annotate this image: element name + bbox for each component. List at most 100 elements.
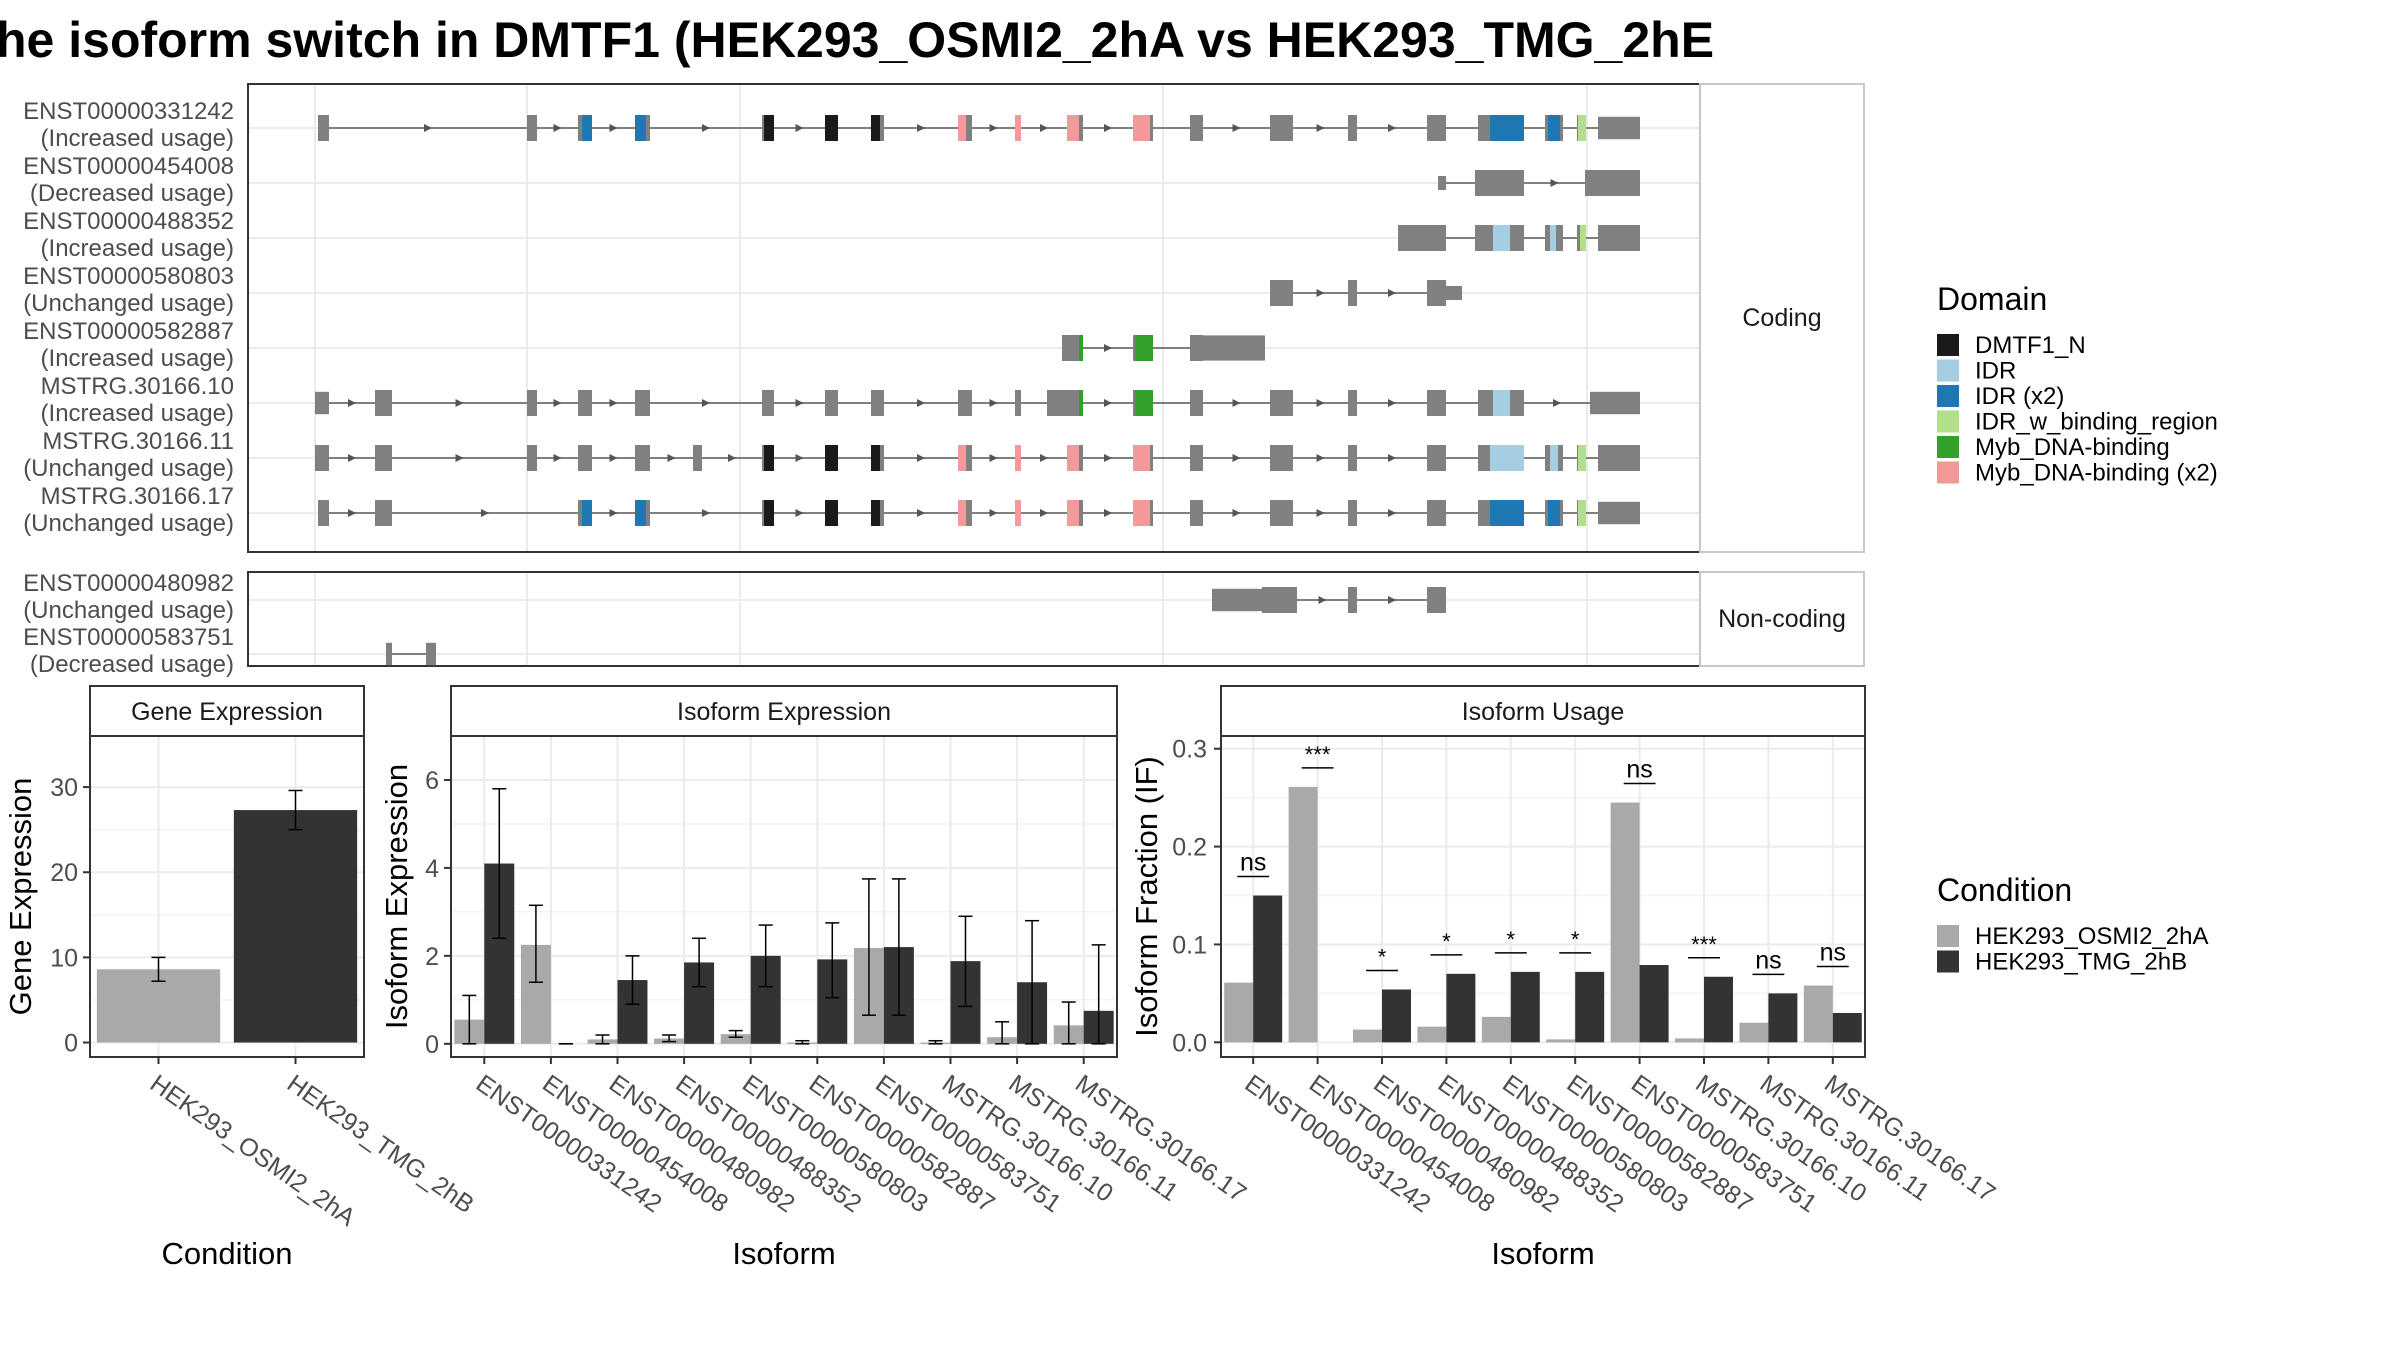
exon bbox=[1598, 225, 1640, 251]
y-tick-label: 0 bbox=[64, 1030, 78, 1058]
intron-arrow bbox=[917, 399, 925, 407]
exon bbox=[1598, 116, 1640, 140]
exon bbox=[871, 115, 880, 141]
intron-arrow bbox=[1104, 454, 1112, 462]
y-axis-title: Gene Expression bbox=[3, 778, 38, 1016]
exon bbox=[1578, 500, 1586, 526]
transcript-structure-panel: CodingNon-codingENST00000331242(Increase… bbox=[23, 83, 1865, 678]
exon bbox=[1062, 335, 1083, 361]
intron-arrow bbox=[553, 124, 562, 132]
intron-arrow bbox=[1232, 509, 1241, 517]
exon bbox=[1580, 225, 1586, 251]
exon bbox=[582, 500, 592, 526]
exon bbox=[825, 115, 838, 141]
transcript-usage: (Unchanged usage) bbox=[23, 510, 234, 537]
exon bbox=[1190, 335, 1203, 361]
legend-swatch bbox=[1937, 359, 1959, 382]
exon bbox=[1212, 588, 1262, 612]
exon bbox=[1348, 500, 1357, 526]
exon bbox=[958, 115, 966, 141]
noncoding-strip bbox=[1699, 571, 1865, 667]
bar bbox=[1704, 976, 1733, 1043]
exon bbox=[426, 642, 436, 666]
chart-title: Isoform Usage bbox=[1462, 698, 1625, 726]
chart-strip bbox=[89, 685, 365, 737]
exon bbox=[1548, 115, 1560, 141]
transcript-id: ENST00000454008 bbox=[23, 153, 234, 180]
bar bbox=[1675, 1038, 1704, 1043]
exon bbox=[825, 445, 838, 471]
legend-swatch bbox=[1937, 950, 1959, 973]
intron-arrow bbox=[609, 509, 618, 517]
intron-arrow bbox=[1553, 399, 1561, 407]
chart-panel-2: Isoform Expression0246ENST00000331242ENS… bbox=[379, 685, 1251, 1271]
significance-label: * bbox=[1442, 929, 1451, 954]
y-axis-title: Isoform Fraction (IF) bbox=[1129, 756, 1164, 1037]
exon bbox=[825, 500, 838, 526]
plot-area bbox=[451, 736, 1117, 1057]
exon bbox=[1190, 500, 1203, 526]
plot-area bbox=[1221, 736, 1865, 1057]
exon bbox=[1067, 445, 1079, 471]
exon bbox=[1500, 500, 1524, 526]
intron-arrow bbox=[989, 399, 998, 407]
intron-arrow bbox=[1388, 399, 1396, 407]
y-tick-label: 2 bbox=[425, 943, 439, 971]
legend-label: Myb_DNA-binding bbox=[1975, 434, 2170, 461]
legend-label: IDR (x2) bbox=[1975, 383, 2064, 410]
exon bbox=[1067, 500, 1079, 526]
bar bbox=[1288, 786, 1318, 1043]
exon bbox=[1190, 115, 1203, 141]
exon bbox=[1190, 390, 1203, 416]
exon bbox=[1133, 445, 1150, 471]
exon bbox=[1270, 390, 1293, 416]
transcript-usage: (Increased usage) bbox=[41, 400, 234, 427]
exon bbox=[1493, 225, 1510, 251]
intron-arrow bbox=[424, 124, 432, 132]
significance-label: * bbox=[1571, 927, 1580, 952]
intron-arrow bbox=[1388, 596, 1396, 604]
exon bbox=[635, 500, 646, 526]
significance-label: ns bbox=[1755, 946, 1781, 974]
legend-swatch bbox=[1937, 925, 1959, 947]
transcript-usage: (Unchanged usage) bbox=[23, 290, 234, 317]
intron-arrow bbox=[917, 124, 925, 132]
intron-arrow bbox=[1104, 124, 1112, 132]
y-axis-title: Isoform Expression bbox=[379, 764, 414, 1029]
exon bbox=[1203, 335, 1265, 361]
chart-strip bbox=[1220, 685, 1866, 737]
exon bbox=[1135, 390, 1153, 416]
intron-arrow bbox=[795, 509, 804, 517]
intron-arrow bbox=[481, 509, 489, 517]
figure-title: he isoform switch in DMTF1 (HEK293_OSMI2… bbox=[0, 12, 1714, 68]
coding-strip bbox=[1699, 83, 1865, 553]
intron-arrow bbox=[1388, 289, 1396, 297]
intron-arrow bbox=[348, 509, 356, 517]
intron-arrow bbox=[348, 454, 356, 462]
exon bbox=[1348, 445, 1357, 471]
transcript-id: MSTRG.30166.17 bbox=[41, 483, 234, 510]
bar bbox=[1253, 895, 1283, 1043]
bar bbox=[1446, 973, 1476, 1043]
exon bbox=[871, 445, 880, 471]
intron-arrow bbox=[1316, 124, 1325, 132]
exon bbox=[1500, 170, 1524, 196]
y-tick-label: 10 bbox=[50, 944, 78, 972]
legend-swatch bbox=[1937, 461, 1959, 484]
y-tick-label: 0.1 bbox=[1172, 931, 1207, 959]
chart-title: Isoform Expression bbox=[677, 698, 891, 726]
bar bbox=[1803, 985, 1833, 1043]
exon bbox=[1015, 500, 1021, 526]
intron-arrow bbox=[609, 454, 618, 462]
exon bbox=[1427, 587, 1446, 613]
exon bbox=[1135, 335, 1153, 361]
intron-arrow bbox=[1104, 509, 1112, 517]
condition-legend-title: Condition bbox=[1937, 872, 2072, 908]
intron-arrow bbox=[702, 509, 710, 517]
legend-label: HEK293_TMG_2hB bbox=[1975, 949, 2187, 976]
intron-arrow bbox=[702, 399, 710, 407]
exon bbox=[1190, 445, 1203, 471]
exon bbox=[1598, 501, 1640, 525]
